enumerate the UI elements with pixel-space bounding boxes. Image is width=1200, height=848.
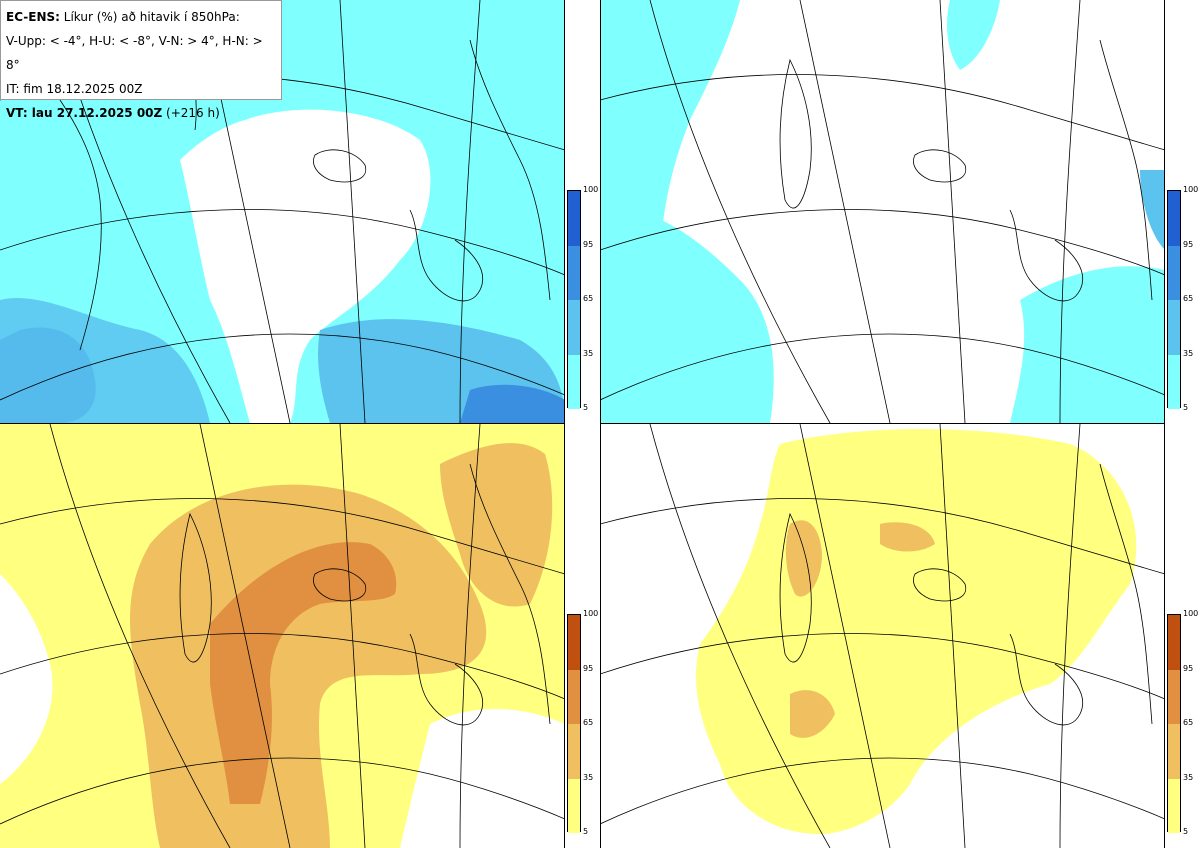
- colorbar-upper-left: [567, 190, 581, 409]
- title-thresholds: V-Upp: < -4°, H-U: < -8°, V-N: > 4°, H-N…: [6, 34, 263, 72]
- panel-divider-vertical-right: [600, 0, 601, 848]
- colorbar-tick-label: 65: [1183, 294, 1194, 303]
- probability-map-warm-extreme-8: [600, 424, 1165, 848]
- probability-map-cold-extreme-8: [600, 0, 1165, 423]
- colorbar-tick-label: 100: [1183, 609, 1199, 618]
- panel-divider-vertical-left: [564, 0, 565, 848]
- colorbar-segment: [1168, 245, 1180, 300]
- colorbar-segment: [1168, 724, 1180, 779]
- title-valid-time: VT: lau 27.12.2025 00Z: [6, 106, 163, 120]
- colorbar-segment: [568, 354, 580, 409]
- title-init-time: IT: fim 18.12.2025 00Z: [6, 82, 143, 96]
- colorbar-segment: [568, 300, 580, 355]
- colorbar-segment: [1168, 191, 1180, 246]
- colorbar-segment: [568, 778, 580, 833]
- colorbar-tick-label: 65: [1183, 718, 1194, 727]
- colorbar-segment: [568, 724, 580, 779]
- colorbar-segment: [1168, 300, 1180, 355]
- title-model: EC-ENS:: [6, 10, 60, 24]
- colorbar-segment: [1168, 615, 1180, 670]
- colorbar-upper-right: [1167, 190, 1181, 409]
- colorbar-lower-left: [567, 614, 581, 833]
- map-panel-lower-right: [600, 424, 1165, 848]
- colorbar-tick-label: 100: [583, 609, 599, 618]
- colorbar-tick-label: 5: [1183, 827, 1189, 836]
- colorbar-tick-label: 35: [583, 348, 594, 358]
- colorbar-tick-label: 65: [583, 718, 594, 727]
- colorbar-tick-label: 35: [1183, 348, 1194, 358]
- colorbar-segment: [568, 615, 580, 670]
- colorbar-tick-label: 95: [583, 239, 594, 249]
- colorbar-tick-label: 35: [583, 772, 594, 782]
- probability-map-warm-extreme-4: [0, 424, 565, 848]
- colorbar-tick-label: 5: [1183, 403, 1189, 412]
- colorbar-tick-label: 5: [583, 827, 589, 836]
- colorbar-tick-label: 5: [583, 403, 589, 412]
- map-panel-upper-right: [600, 0, 1165, 423]
- colorbar-segment: [568, 245, 580, 300]
- colorbar-lower-right: [1167, 614, 1181, 833]
- map-panel-lower-left: [0, 424, 565, 848]
- colorbar-tick-label: 35: [1183, 772, 1194, 782]
- panel-divider-horizontal-right: [600, 423, 1165, 424]
- colorbar-tick-label: 95: [1183, 663, 1194, 673]
- panel-border-right: [1164, 0, 1165, 848]
- panel-divider-horizontal-left: [0, 423, 565, 424]
- title-description: Líkur (%) að hitavik í 850hPa:: [59, 10, 240, 24]
- colorbar-segment: [568, 191, 580, 246]
- map-title-box: EC-ENS: Líkur (%) að hitavik í 850hPa: V…: [0, 0, 282, 120]
- colorbar-segment: [1168, 778, 1180, 833]
- title-lead-time: (+216 h): [162, 106, 220, 120]
- colorbar-tick-label: 100: [1183, 185, 1199, 194]
- colorbar-tick-label: 65: [583, 294, 594, 303]
- colorbar-tick-label: 95: [583, 663, 594, 673]
- colorbar-tick-label: 100: [583, 185, 599, 194]
- colorbar-segment: [1168, 669, 1180, 724]
- colorbar-segment: [568, 669, 580, 724]
- colorbar-tick-label: 95: [1183, 239, 1194, 249]
- colorbar-segment: [1168, 354, 1180, 409]
